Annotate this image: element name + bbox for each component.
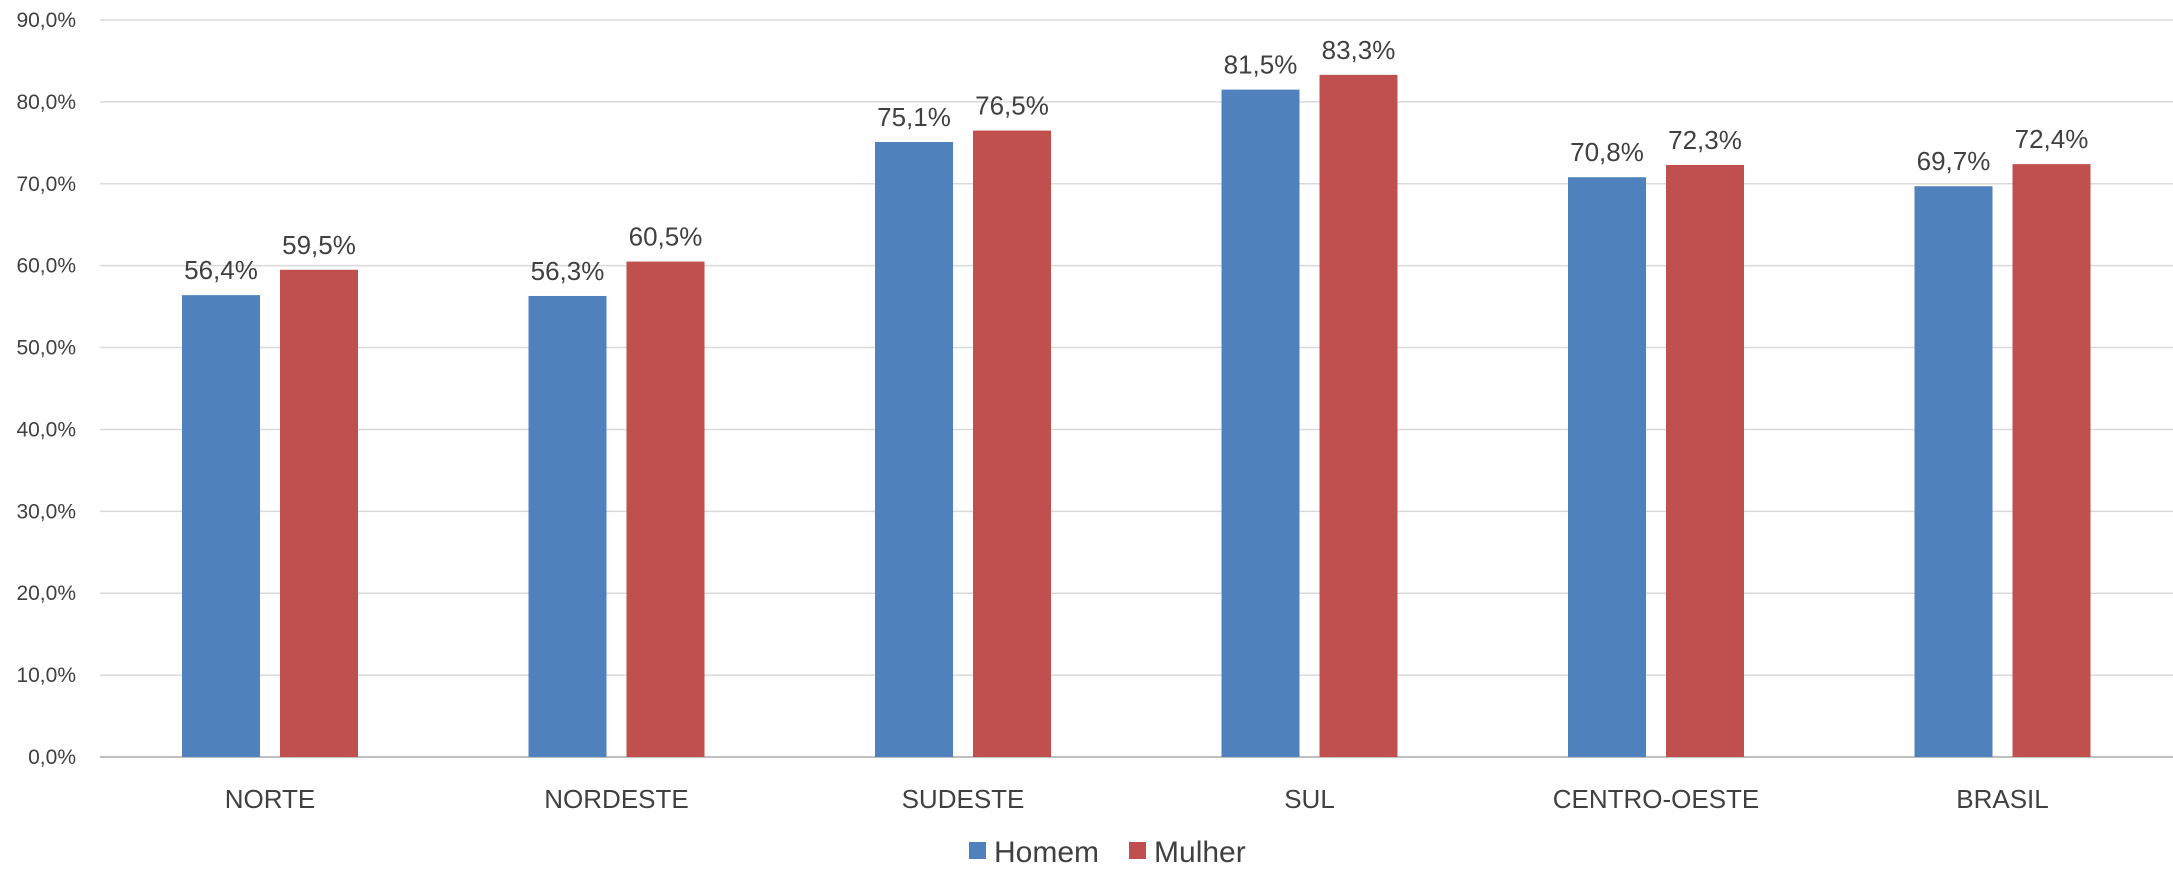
y-tick-label: 70,0% [16,173,76,196]
y-axis-ticks: 0,0% 10,0% 20,0% 30,0% 40,0% 50,0% 60,0% 70,0% 8… [16,9,76,769]
y-tick-label: 40,0% [16,418,76,441]
bar-mulher-sudeste [973,130,1051,758]
y-tick-label: 0,0% [28,746,76,769]
legend-swatch-mulher [1129,842,1147,859]
category-label: CENTRO-OESTE [1553,784,1760,814]
category-label: NORTE [225,784,316,814]
data-labels: 56,4% 59,5% 56,3% 60,5% 75,1% 76,5% 81,5% 83,3%… [184,35,2088,286]
bar-homem-norte [182,295,260,757]
data-label: 56,4% [184,255,258,285]
bar-homem-nordeste [528,295,607,757]
data-label: 72,3% [1668,125,1742,155]
y-tick-label: 60,0% [16,255,76,278]
data-label: 83,3% [1322,35,1396,65]
bar-homem-sudeste [875,142,953,757]
bar-mulher-nordeste [626,261,705,757]
data-label: 81,5% [1224,50,1298,80]
y-tick-label: 30,0% [16,500,76,523]
legend: Homem Mulher [969,836,1246,869]
data-label: 76,5% [975,91,1049,121]
bar-homem-sul [1221,89,1300,758]
category-label: NORDESTE [544,784,688,814]
category-label: SUL [1284,784,1335,814]
bar-mulher-sul [1319,74,1398,758]
legend-label-homem: Homem [994,836,1099,869]
category-label: SUDESTE [902,784,1025,814]
data-label: 75,1% [877,102,951,132]
data-label: 69,7% [1917,146,1991,176]
legend-label-mulher: Mulher [1154,836,1246,869]
y-tick-label: 90,0% [16,9,76,32]
data-label: 72,4% [2015,124,2089,154]
x-axis-categories: NORTE NORDESTE SUDESTE SUL CENTRO-OESTE BRASI… [225,784,2049,814]
y-tick-label: 10,0% [16,664,76,687]
gridlines [100,19,2173,758]
bar-homem-centro-oeste [1568,177,1646,757]
y-tick-label: 80,0% [16,91,76,114]
category-label: BRASIL [1956,784,2049,814]
bar-mulher-brasil [2012,164,2091,757]
bar-mulher-norte [280,269,358,757]
y-tick-label: 20,0% [16,582,76,605]
bars [182,74,2091,758]
data-label: 60,5% [629,222,703,252]
y-tick-label: 50,0% [16,337,76,360]
data-label: 56,3% [531,256,605,286]
data-label: 59,5% [282,230,356,260]
legend-swatch-homem [969,842,986,859]
bar-mulher-centro-oeste [1666,164,1744,757]
data-label: 70,8% [1570,137,1644,167]
bar-homem-brasil [1914,186,1993,758]
